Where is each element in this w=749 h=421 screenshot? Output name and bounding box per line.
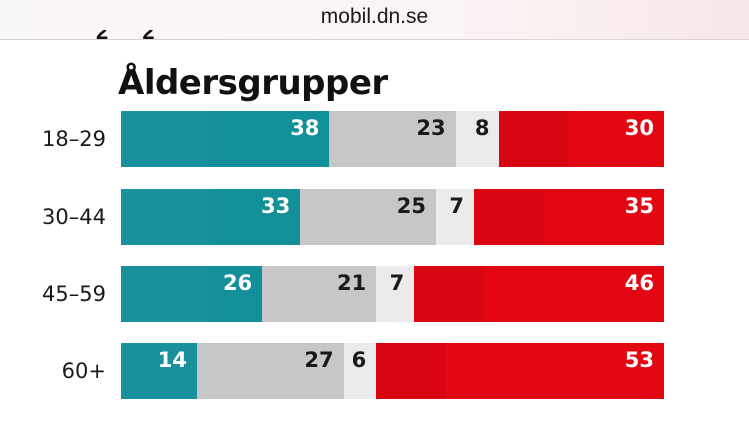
cropped-header-fragment: 2 2 [96, 30, 169, 46]
age-group-label: 60+ [61, 359, 106, 383]
bar-segment: 33 [121, 189, 301, 245]
bar-segment: 27 [197, 343, 344, 399]
bar-segment: 30 [499, 111, 664, 167]
bar-segment: 46 [414, 266, 664, 322]
data-label: 21 [336, 271, 367, 295]
data-label: 38 [290, 116, 320, 140]
cropped-header-text: 2 2 [96, 30, 169, 44]
bar-segment: 14 [121, 343, 198, 399]
bar-segment: 8 [455, 111, 500, 167]
segment-shade [473, 189, 544, 245]
bar-segment: 38 [121, 111, 330, 167]
bar-row: 60+ 14 27 6 53 [0, 343, 749, 399]
bar-segment: 7 [376, 266, 415, 322]
segment-shade [121, 111, 209, 167]
segment-shade [121, 189, 209, 245]
data-label: 46 [624, 271, 654, 295]
chart-title: Åldersgrupper [118, 63, 388, 103]
segment-shade [376, 343, 447, 399]
data-label: 7 [389, 271, 405, 295]
data-label: 35 [624, 194, 654, 218]
data-label: 23 [416, 116, 446, 140]
data-label: 53 [624, 348, 654, 372]
url-text[interactable]: mobil.dn.se [320, 5, 429, 28]
data-label: 14 [157, 348, 188, 372]
age-group-label: 18–29 [42, 127, 106, 151]
browser-address-bar[interactable]: mobil.dn.se [0, 0, 749, 40]
bar-segment: 53 [376, 343, 664, 399]
segment-shade [414, 266, 485, 322]
age-group-label: 30–44 [42, 205, 106, 229]
segment-shade [499, 111, 570, 167]
age-group-label: 45–59 [42, 282, 106, 306]
data-label: 7 [449, 194, 464, 218]
bar-segment: 7 [435, 189, 474, 245]
bar-segment: 25 [300, 189, 436, 245]
bar-row: 30–44 33 25 7 35 [0, 189, 749, 245]
bar-segment: 26 [121, 266, 263, 322]
bar-segment: 21 [262, 266, 377, 322]
bar-segment: 23 [329, 111, 456, 167]
segment-shade [121, 266, 209, 322]
data-label: 26 [222, 271, 253, 295]
bar-segment: 35 [473, 189, 664, 245]
data-label: 30 [624, 116, 654, 140]
bar-row: 18–29 38 23 8 30 [0, 111, 749, 167]
page-bottom [0, 410, 749, 421]
data-label: 27 [304, 348, 334, 372]
data-label: 25 [396, 194, 426, 218]
bar-row: 45–59 26 21 7 46 [0, 266, 749, 322]
data-label: 6 [351, 348, 367, 372]
data-label: 8 [474, 116, 490, 140]
bar-segment: 6 [343, 343, 377, 399]
data-label: 33 [260, 194, 291, 218]
